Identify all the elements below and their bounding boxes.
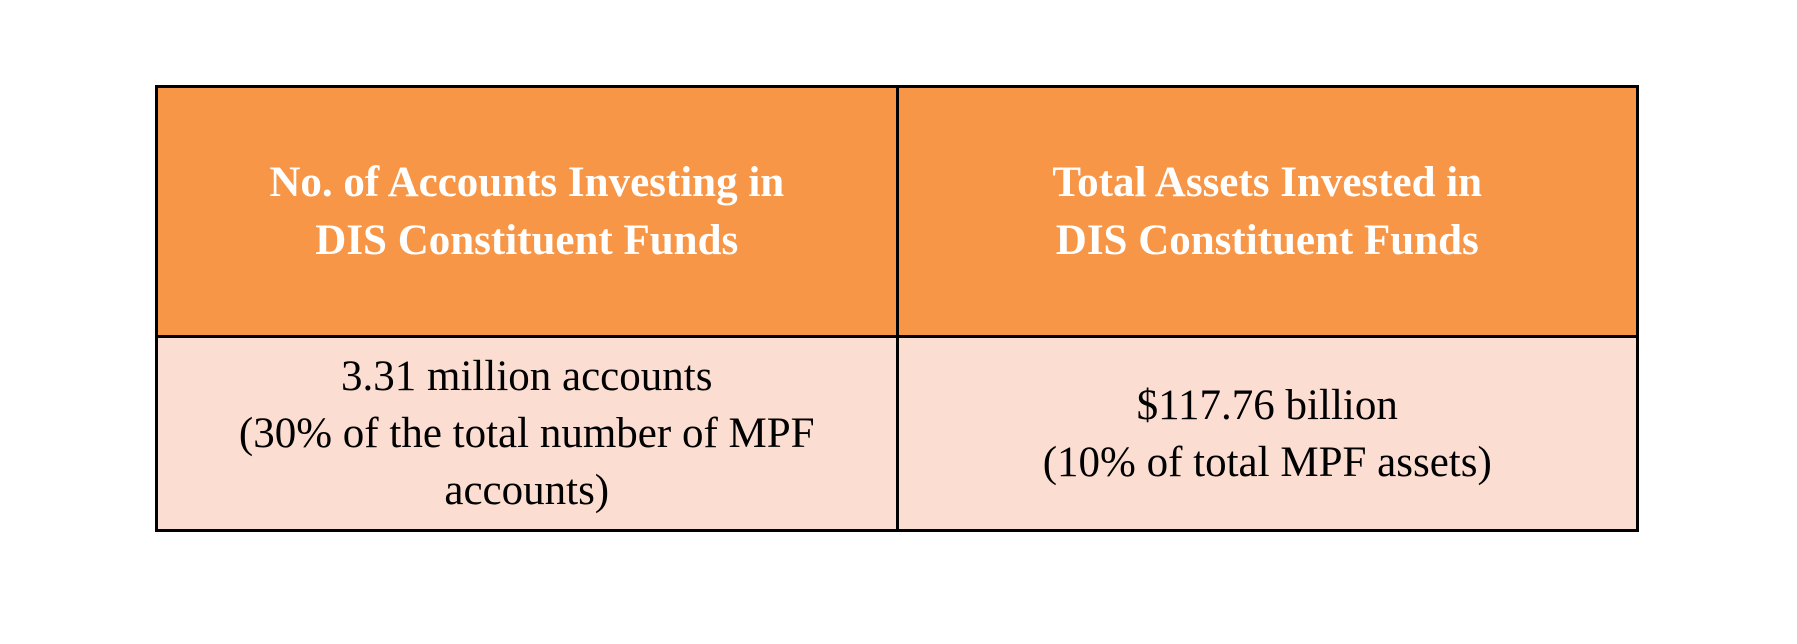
table-header: No. of Accounts Investing in DIS Constit… [155, 85, 1639, 338]
header-assets-line-2: DIS Constituent Funds [1055, 216, 1479, 264]
cell-assets-value: $117.76 billion (10% of total MPF assets… [895, 335, 1639, 532]
header-assets: Total Assets Invested in DIS Constituent… [895, 85, 1639, 338]
cell-assets-line-1: $117.76 billion [1136, 381, 1398, 429]
cell-accounts-line-1: 3.31 million accounts [341, 353, 713, 400]
header-assets-line-1: Total Assets Invested in [1052, 158, 1483, 206]
cell-assets-line-2: (10% of total MPF assets) [1042, 438, 1492, 486]
header-accounts: No. of Accounts Investing in DIS Constit… [155, 85, 899, 338]
header-accounts-line-1: No. of Accounts Investing in [269, 158, 785, 206]
table-row: 3.31 million accounts (30% of the total … [155, 335, 1639, 532]
cell-accounts-value: 3.31 million accounts (30% of the total … [155, 335, 899, 532]
dis-statistics-table: No. of Accounts Investing in DIS Constit… [155, 85, 1639, 532]
cell-accounts-line-3: accounts) [444, 467, 610, 514]
header-row: No. of Accounts Investing in DIS Constit… [155, 85, 1639, 338]
cell-accounts-line-2: (30% of the total number of MPF [238, 410, 815, 457]
table-body: 3.31 million accounts (30% of the total … [155, 335, 1639, 532]
header-accounts-line-2: DIS Constituent Funds [315, 216, 739, 264]
